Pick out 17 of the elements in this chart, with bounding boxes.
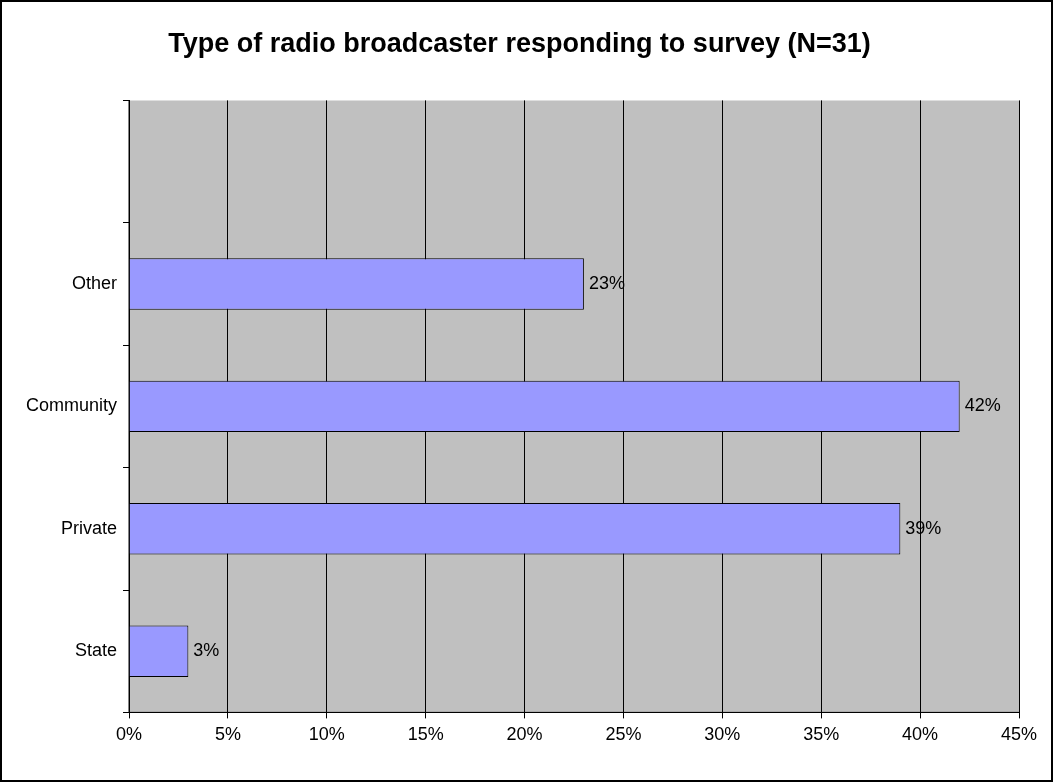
x-tick-label: 45%: [1000, 724, 1038, 745]
x-tick-label: 15%: [407, 724, 444, 745]
y-tick-label: Other: [71, 272, 118, 293]
x-tick-label: 35%: [803, 724, 840, 745]
y-tick-label: Private: [60, 517, 118, 538]
x-tick-label: 30%: [704, 724, 741, 745]
x-tick-label: 10%: [308, 724, 345, 745]
data-label: 3%: [193, 640, 220, 661]
x-tick-label: 0%: [116, 724, 143, 745]
y-tick-label: State: [74, 640, 118, 661]
x-tick-label: 5%: [214, 724, 241, 745]
x-tick-label: 40%: [902, 724, 939, 745]
x-tick-label: 20%: [506, 724, 543, 745]
y-tick-label: Community: [25, 395, 118, 416]
data-label: 42%: [964, 395, 1001, 416]
chart-title: Type of radio broadcaster responding to survey (N=31): [168, 27, 871, 58]
x-tick-label: 25%: [605, 724, 642, 745]
